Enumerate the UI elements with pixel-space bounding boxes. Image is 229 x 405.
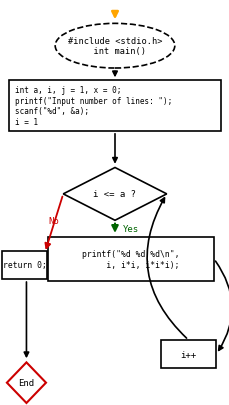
Text: return 0;: return 0; [3, 261, 46, 270]
FancyBboxPatch shape [2, 251, 47, 279]
Text: #include <stdio.h>
  int main(): #include <stdio.h> int main() [68, 37, 161, 56]
Text: i <= a ?: i <= a ? [93, 190, 136, 199]
Text: End: End [18, 378, 34, 387]
FancyBboxPatch shape [9, 81, 220, 132]
Text: i++: i++ [180, 350, 196, 359]
Text: printf("%d %d %d\n",
     i, i*i, i*i*i);: printf("%d %d %d\n", i, i*i, i*i*i); [82, 249, 179, 269]
Text: No: No [48, 216, 59, 225]
FancyBboxPatch shape [48, 237, 213, 281]
Polygon shape [7, 362, 46, 403]
Text: Yes: Yes [123, 224, 139, 233]
FancyBboxPatch shape [160, 340, 215, 369]
Polygon shape [63, 168, 166, 221]
Text: int a, i, j = 1, x = 0;
printf("Input number of lines: ");
scanf("%d", &a);
i = : int a, i, j = 1, x = 0; printf("Input nu… [15, 86, 172, 126]
Ellipse shape [55, 24, 174, 69]
